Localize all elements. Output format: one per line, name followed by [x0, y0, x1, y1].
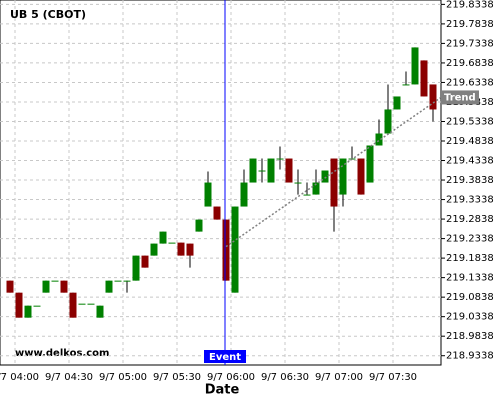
candle-body — [339, 158, 347, 195]
y-tick-label: 219.2338 — [446, 234, 494, 245]
candle-body — [24, 305, 32, 318]
y-tick-label: 219.6338 — [446, 77, 494, 88]
candle-body — [231, 206, 239, 293]
candle-body — [222, 219, 230, 281]
y-tick-label: 219.1838 — [446, 253, 494, 264]
candle-body — [267, 158, 275, 183]
x-tick-label: 9/7 07:00 — [315, 372, 363, 383]
trend-label-box — [441, 90, 479, 105]
candle-body — [411, 47, 419, 85]
y-tick-label: 219.3338 — [446, 195, 494, 206]
candle-body — [132, 255, 140, 281]
chart-title: UB 5 (CBOT) — [10, 8, 86, 21]
candle-body — [42, 280, 50, 293]
candle-body — [366, 145, 374, 183]
candle-body — [159, 231, 167, 244]
candle-body — [195, 219, 203, 232]
candle-body — [384, 109, 392, 134]
candle-body — [258, 170, 266, 172]
y-tick-label: 219.0338 — [446, 312, 494, 323]
candle-body — [420, 60, 428, 97]
candle-body — [330, 158, 338, 207]
y-tick-label: 218.9338 — [446, 351, 494, 362]
y-tick-label: 219.7338 — [446, 38, 494, 49]
candle-body — [60, 280, 68, 293]
y-tick-label: 219.3838 — [446, 175, 494, 186]
candle-body — [150, 243, 158, 256]
y-tick-label: 219.5338 — [446, 116, 494, 127]
candle-body — [204, 182, 212, 207]
y-tick-label: 219.2838 — [446, 214, 494, 225]
candle-body — [393, 96, 401, 110]
candle-body — [105, 280, 113, 293]
candle-body — [429, 84, 437, 110]
candle-body — [357, 158, 365, 195]
candle-body — [69, 292, 77, 318]
candle-body — [321, 170, 329, 183]
x-tick-label: 9/7 06:00 — [207, 372, 255, 383]
candle-body — [285, 158, 293, 183]
x-tick-label: 9/7 05:00 — [99, 372, 147, 383]
y-tick-label: 219.0838 — [446, 292, 494, 303]
candle-body — [276, 158, 284, 160]
x-tick-label: 9/7 04:00 — [0, 372, 39, 383]
candle-body — [33, 305, 41, 307]
candle-body — [177, 242, 185, 256]
watermark: www.delkos.com — [15, 348, 109, 359]
candle-body — [96, 305, 104, 318]
x-tick-label: 9/7 05:30 — [153, 372, 201, 383]
candle-body — [15, 292, 23, 318]
candle-body — [114, 280, 122, 282]
x-axis-label: Date — [205, 383, 240, 398]
x-tick-label: 9/7 07:30 — [369, 372, 417, 383]
candle-body — [213, 206, 221, 220]
candle-body — [294, 182, 302, 184]
candle-body — [249, 158, 257, 183]
candle-body — [87, 303, 95, 305]
candle-body — [168, 242, 176, 244]
y-tick-label: 219.8338 — [446, 0, 494, 10]
candle-body — [141, 255, 149, 268]
y-tick-label: 219.4338 — [446, 156, 494, 167]
candle-body — [312, 182, 320, 195]
candle-body — [51, 280, 59, 282]
y-tick-label: 219.1338 — [446, 273, 494, 284]
candle-body — [78, 303, 86, 305]
x-tick-label: 9/7 06:30 — [261, 372, 309, 383]
y-tick-label: 218.9838 — [446, 331, 494, 342]
candle-body — [240, 182, 248, 207]
candle-body — [123, 280, 131, 282]
y-tick-label: 219.4838 — [446, 136, 494, 147]
candle-body — [6, 280, 14, 293]
event-label: Event — [209, 352, 241, 363]
event-label-box — [204, 350, 246, 363]
trend-label: Trend — [444, 92, 476, 103]
y-tick-label: 219.7838 — [446, 19, 494, 30]
candle-body — [303, 194, 311, 196]
plot-area — [0, 0, 442, 366]
candle-body — [402, 84, 410, 86]
y-tick-label: 219.6838 — [446, 58, 494, 69]
candle-body — [375, 133, 383, 146]
x-tick-label: 9/7 04:30 — [45, 372, 93, 383]
candle-body — [186, 243, 194, 256]
